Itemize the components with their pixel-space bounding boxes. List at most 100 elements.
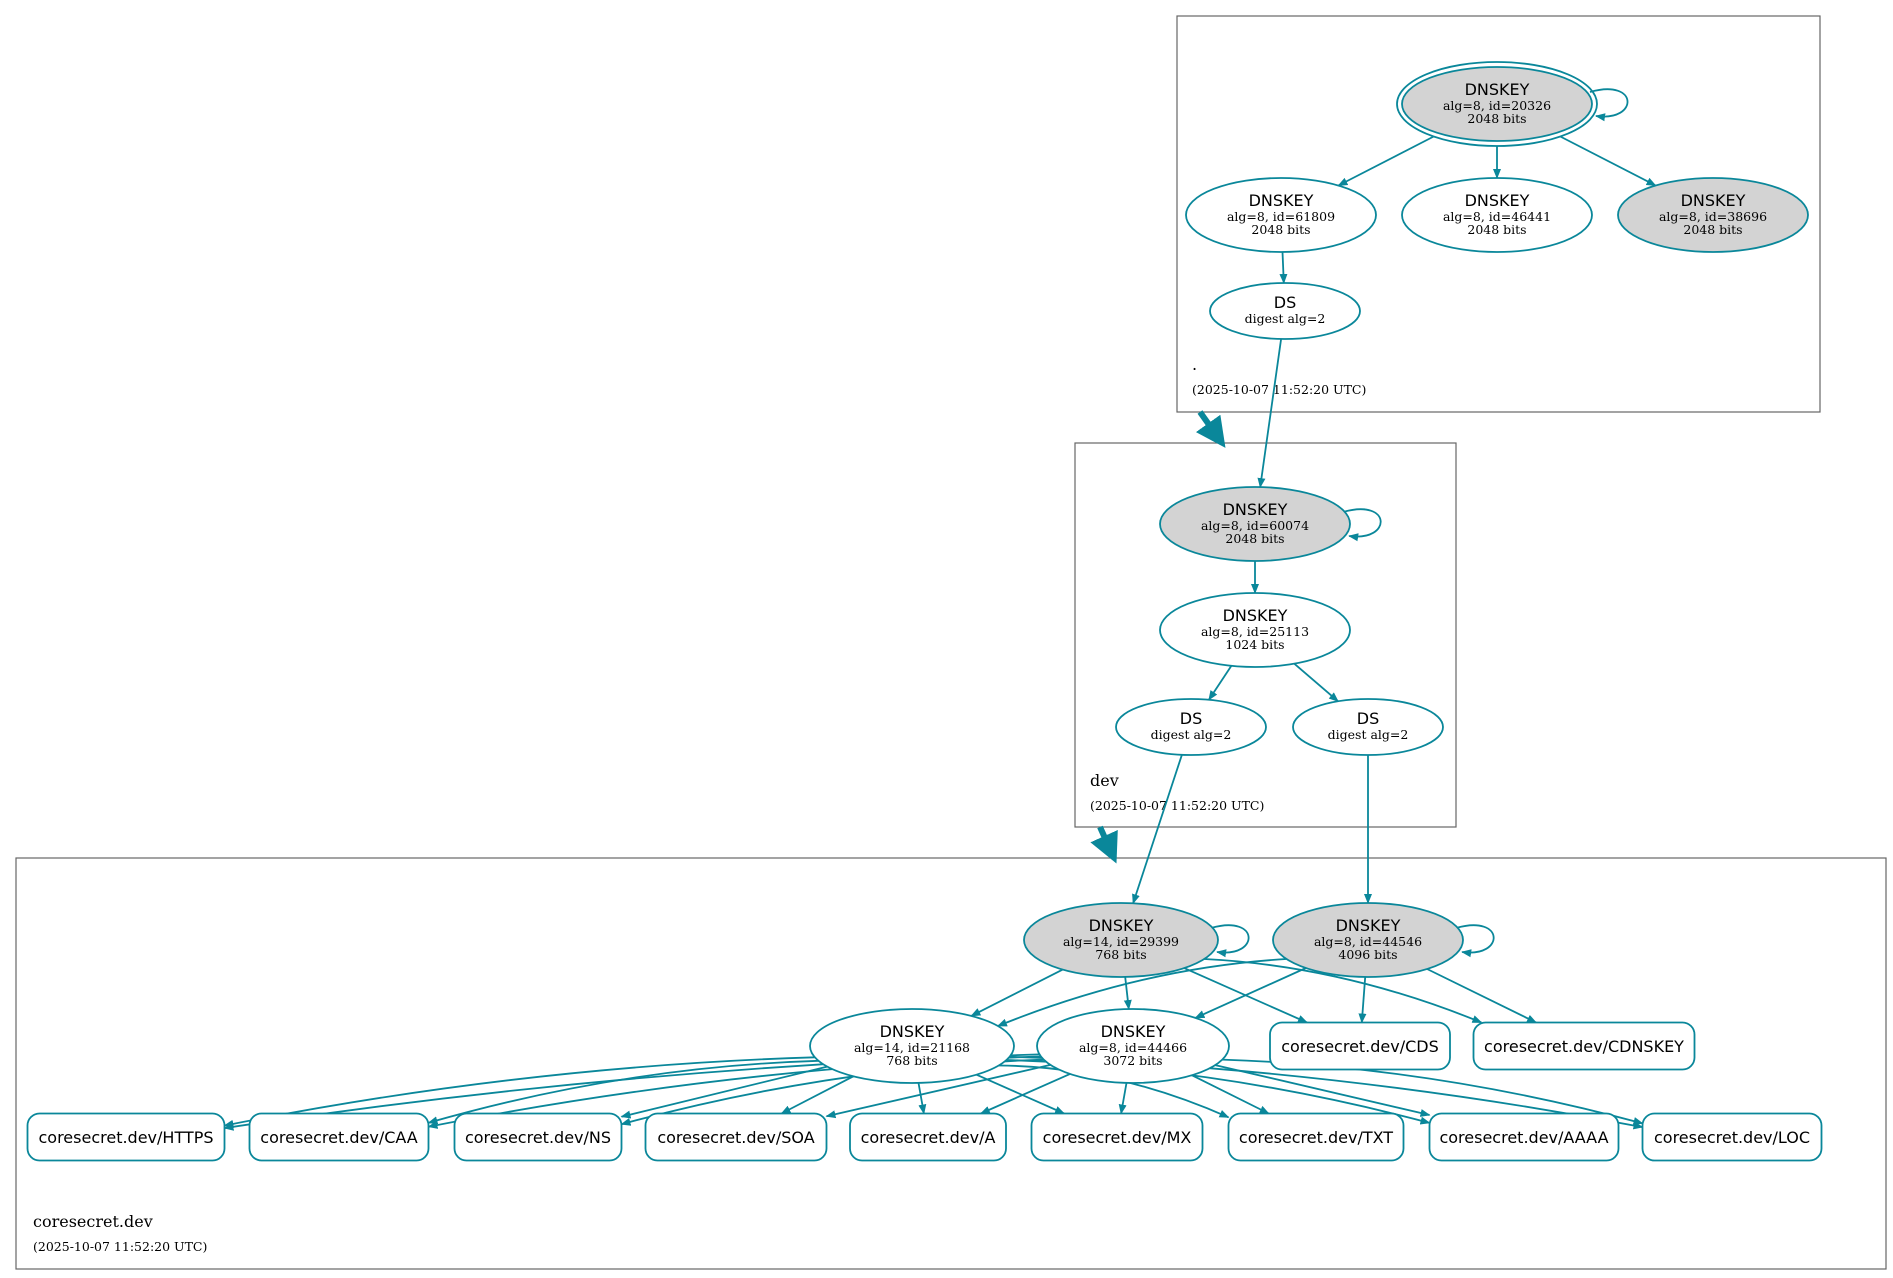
node-detail: alg=8, id=61809 — [1227, 209, 1335, 224]
delegation-edge-dev-to-coresecret — [1090, 825, 1118, 864]
edge-k44546-to-cds — [1358, 976, 1367, 1024]
node-detail: alg=8, id=25113 — [1201, 624, 1309, 639]
edge-k44546-to-cdnskey — [1426, 968, 1537, 1024]
node-detail: alg=8, id=60074 — [1201, 518, 1309, 533]
edge-k29399-to-k21168 — [970, 968, 1064, 1017]
node-key-size: 768 bits — [886, 1053, 937, 1068]
node-detail: alg=8, id=38696 — [1659, 209, 1767, 224]
node-key-size: 1024 bits — [1225, 637, 1284, 652]
rrset-node-txt[interactable]: coresecret.dev/TXT — [1227, 1112, 1405, 1162]
zone-cluster-dev: dev (2025-10-07 11:52:20 UTC) — [1074, 442, 1457, 828]
node-title: DS — [1180, 709, 1202, 728]
rrset-node-loc[interactable]: coresecret.dev/LOC — [1641, 1112, 1823, 1162]
rrset-node-caa[interactable]: coresecret.dev/CAA — [248, 1112, 430, 1162]
rrset-node-ns[interactable]: coresecret.dev/NS — [453, 1112, 623, 1162]
rrset-label: coresecret.dev/TXT — [1239, 1128, 1393, 1147]
edge-k20326-to-k38696 — [1559, 135, 1657, 187]
rrset-label: coresecret.dev/A — [861, 1128, 996, 1147]
edge-dsa-to-k29399 — [1132, 754, 1183, 905]
zone-border — [1176, 15, 1821, 413]
rrset-label: coresecret.dev/CAA — [260, 1128, 417, 1147]
zone-name: dev — [1090, 771, 1119, 790]
edge-k21168-to-soa — [780, 1075, 854, 1115]
edge-k44466-to-txt — [1191, 1074, 1270, 1115]
rrset-node-a[interactable]: coresecret.dev/A — [849, 1112, 1007, 1162]
edge-k21168-to-https — [223, 1056, 815, 1128]
zone-border — [15, 857, 1887, 1270]
node-title: DNSKEY — [1336, 916, 1401, 935]
edge-k29399-to-k29399 — [1210, 924, 1250, 958]
edge-k21168-to-mx — [976, 1073, 1066, 1115]
node-key-size: 768 bits — [1095, 947, 1146, 962]
edge-k44466-to-aaaa — [1214, 1064, 1431, 1117]
node-detail: digest alg=2 — [1328, 727, 1409, 742]
node-detail: alg=14, id=29399 — [1063, 934, 1179, 949]
zone-timestamp: (2025-10-07 11:52:20 UTC) — [33, 1239, 207, 1254]
rrset-label: coresecret.dev/MX — [1043, 1128, 1192, 1147]
edge-k44546-to-k44466 — [1194, 967, 1307, 1019]
zone-timestamp: (2025-10-07 11:52:20 UTC) — [1090, 798, 1264, 813]
node-title: DNSKEY — [1223, 606, 1288, 625]
rrset-label: coresecret.dev/SOA — [657, 1128, 814, 1147]
node-detail: alg=8, id=46441 — [1443, 209, 1551, 224]
node-key-size: 2048 bits — [1683, 222, 1742, 237]
edge-k25113-to-dsa — [1208, 665, 1233, 701]
edge-k44546-to-k21168 — [996, 958, 1287, 1027]
edge-k44466-to-soa — [825, 1064, 1051, 1119]
edge-k29399-to-cdnskey — [1204, 958, 1483, 1024]
rrset-node-cdnskey[interactable]: coresecret.dev/CDNSKEY — [1472, 1021, 1696, 1071]
edge-k25113-to-dsb — [1293, 663, 1339, 702]
rrset-label: coresecret.dev/LOC — [1654, 1128, 1810, 1147]
zone-name: coresecret.dev — [33, 1212, 153, 1231]
rrset-label: coresecret.dev/AAAA — [1439, 1128, 1608, 1147]
node-detail: digest alg=2 — [1245, 311, 1326, 326]
node-key-size: 4096 bits — [1338, 947, 1397, 962]
rrset-node-cds[interactable]: coresecret.dev/CDS — [1269, 1021, 1451, 1071]
node-key-size: 3072 bits — [1103, 1053, 1162, 1068]
node-title: DS — [1274, 293, 1296, 312]
edge-k20326-to-k20326 — [1589, 88, 1629, 122]
node-detail: alg=8, id=20326 — [1443, 98, 1551, 113]
rrset-node-mx[interactable]: coresecret.dev/MX — [1030, 1112, 1204, 1162]
node-key-size: 2048 bits — [1225, 531, 1284, 546]
node-title: DNSKEY — [1249, 191, 1314, 210]
node-title: DNSKEY — [1089, 916, 1154, 935]
node-detail: alg=8, id=44546 — [1314, 934, 1422, 949]
node-title: DNSKEY — [1101, 1022, 1166, 1041]
edge-k20326-to-k61809 — [1337, 135, 1435, 187]
zone-cluster-coresecret: coresecret.dev (2025-10-07 11:52:20 UTC) — [15, 857, 1887, 1270]
zone-border — [1074, 442, 1457, 828]
node-detail: digest alg=2 — [1151, 727, 1232, 742]
rrset-node-https[interactable]: coresecret.dev/HTTPS — [26, 1112, 226, 1162]
node-title: DNSKEY — [1223, 500, 1288, 519]
node-key-size: 2048 bits — [1251, 222, 1310, 237]
rrset-label: coresecret.dev/CDNSKEY — [1484, 1037, 1684, 1056]
edge-dsroot-to-k60074 — [1257, 338, 1282, 489]
rrset-label: coresecret.dev/HTTPS — [38, 1128, 213, 1147]
edge-k44466-to-a — [979, 1073, 1071, 1115]
node-title: DNSKEY — [880, 1022, 945, 1041]
node-title: DS — [1357, 709, 1379, 728]
node-detail: alg=8, id=44466 — [1079, 1040, 1187, 1055]
node-title: DNSKEY — [1681, 191, 1746, 210]
rrset-node-aaaa[interactable]: coresecret.dev/AAAA — [1428, 1112, 1620, 1162]
rrset-label: coresecret.dev/CDS — [1281, 1037, 1439, 1056]
node-key-size: 2048 bits — [1467, 222, 1526, 237]
rrset-node-soa[interactable]: coresecret.dev/SOA — [644, 1112, 828, 1162]
zone-cluster-root: . (2025-10-07 11:52:20 UTC) — [1176, 15, 1821, 413]
zone-timestamp: (2025-10-07 11:52:20 UTC) — [1192, 382, 1366, 397]
